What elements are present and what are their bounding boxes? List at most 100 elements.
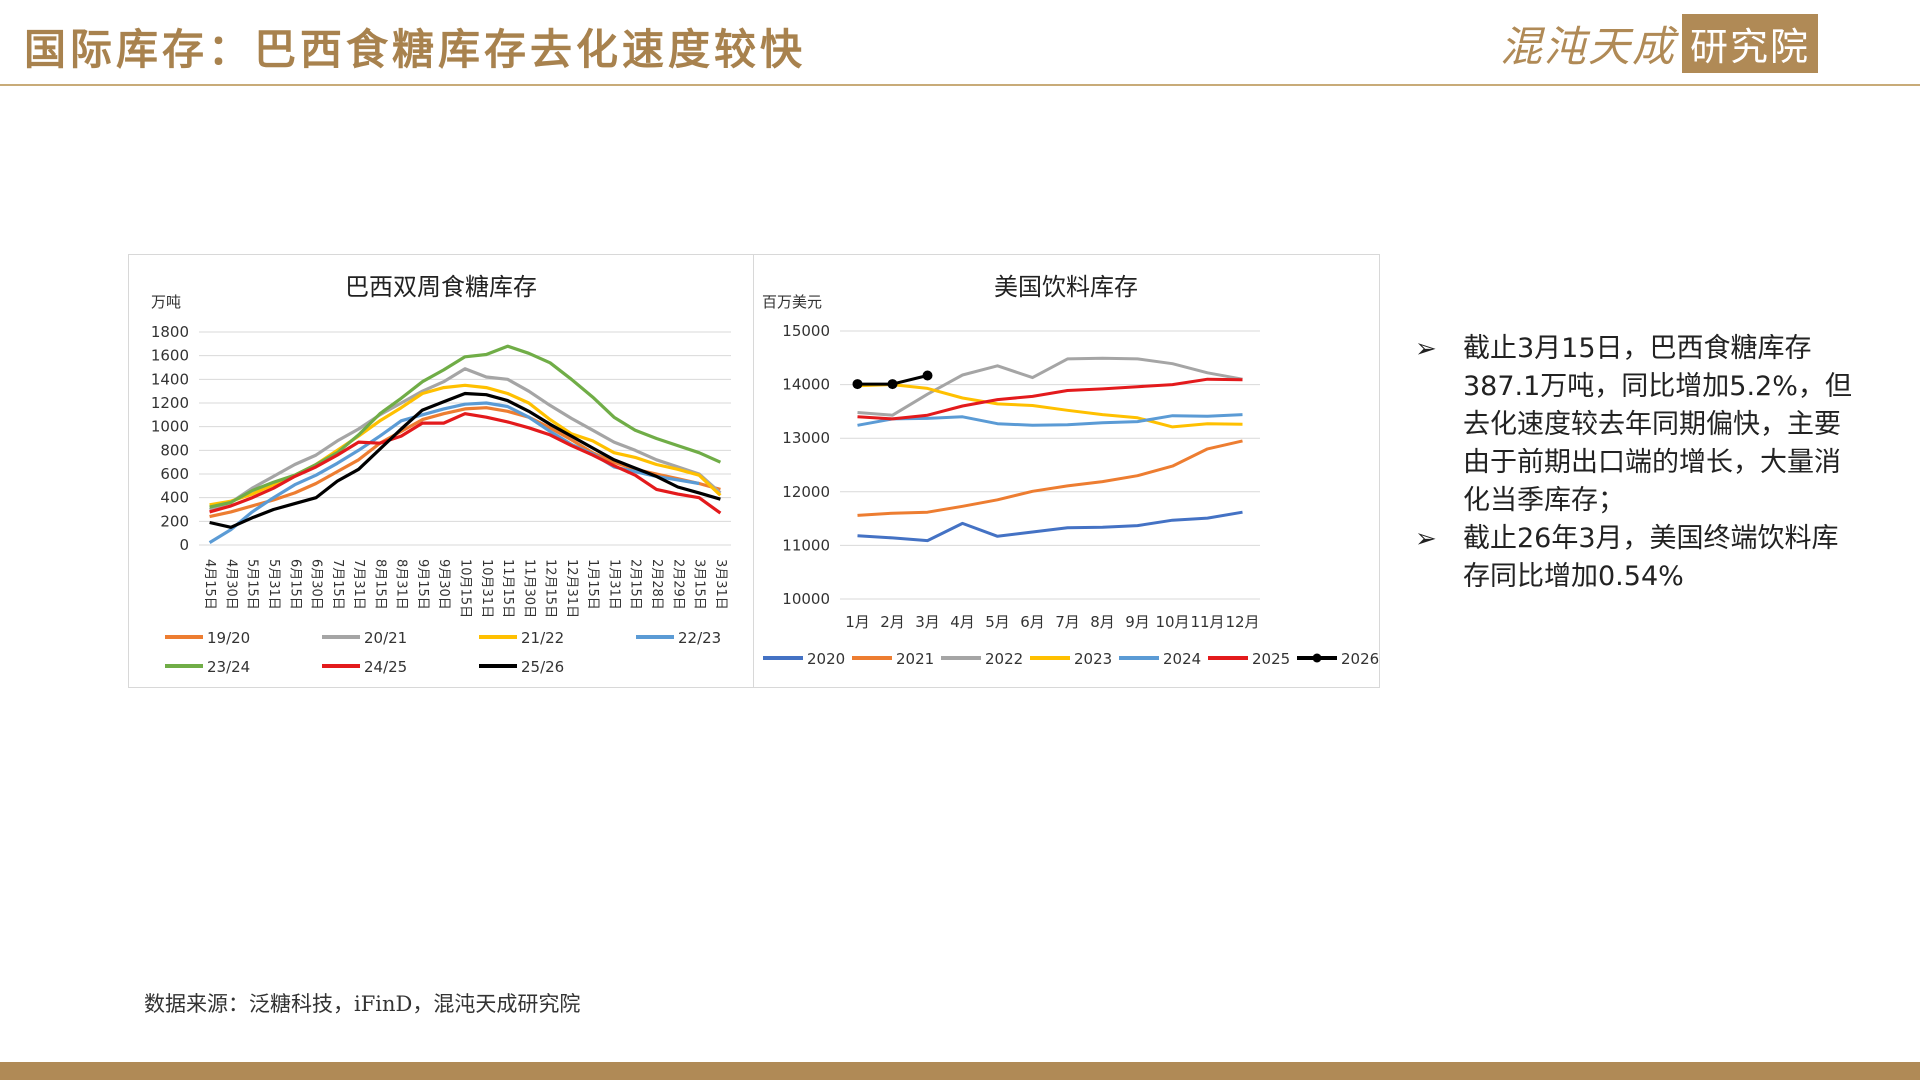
arrow-bullet-icon: ➢ <box>1415 334 1437 364</box>
y-tick-label: 1000 <box>151 418 189 436</box>
legend-label: 20/21 <box>364 629 407 647</box>
x-tick-label: 12月 <box>1225 613 1259 631</box>
legend-label: 2026 <box>1341 650 1379 668</box>
legend-label: 25/26 <box>521 658 564 676</box>
y-tick-label: 1200 <box>151 394 189 412</box>
page-title: 国际库存：巴西食糖库存去化速度较快 <box>24 25 807 74</box>
x-tick-label: 4月30日 <box>223 559 238 610</box>
series-line-2020 <box>857 510 1243 543</box>
legend-label: 21/22 <box>521 629 564 647</box>
x-tick-label: 7月31日 <box>351 559 366 610</box>
x-tick-label: 2月28日 <box>649 559 664 610</box>
y-axis-unit-label: 万吨 <box>151 293 181 311</box>
legend-label: 19/20 <box>207 629 250 647</box>
data-point-2026 <box>852 379 863 390</box>
y-tick-label: 1600 <box>151 347 189 365</box>
legend-label: 2020 <box>807 650 845 668</box>
arrow-bullet-icon: ➢ <box>1415 524 1437 554</box>
y-tick-label: 10000 <box>782 590 830 608</box>
x-tick-label: 10月31日 <box>479 559 494 618</box>
x-tick-label: 1月 <box>845 613 870 631</box>
y-tick-label: 13000 <box>782 429 830 447</box>
x-tick-label: 12月15日 <box>543 559 558 618</box>
series-line-2022 <box>857 356 1243 417</box>
x-tick-label: 5月15日 <box>245 559 260 610</box>
x-tick-label: 3月15日 <box>692 559 707 610</box>
x-tick-label: 2月29日 <box>670 559 685 610</box>
chart-frame: 巴西双周食糖库存 万吨 0 200 400 600 800 1000 1200 1400 1600 1… <box>128 254 1380 688</box>
x-tick-label: 6月 <box>1020 613 1045 631</box>
x-tick-label: 10月 <box>1155 613 1189 631</box>
series-line-25/26 <box>209 391 721 529</box>
x-tick-label: 8月31日 <box>394 559 409 610</box>
x-tick-label: 9月 <box>1125 613 1150 631</box>
bullet-text: 截止26年3月，美国终端饮料库存同比增加0.54% <box>1463 523 1839 592</box>
data-source: 数据来源：泛糖科技，iFinD，混沌天成研究院 <box>144 992 581 1016</box>
x-tick-label: 11月 <box>1190 613 1224 631</box>
series-line-2021 <box>857 439 1243 517</box>
footer-bar <box>0 1062 1920 1080</box>
header: 国际库存：巴西食糖库存去化速度较快 混沌天成 研究院 <box>0 0 1920 86</box>
x-tick-label: 8月15日 <box>372 559 387 610</box>
legend-label: 2021 <box>896 650 934 668</box>
data-point-2026 <box>922 370 933 381</box>
x-tick-label: 10月15日 <box>458 559 473 618</box>
legend-label: 23/24 <box>207 658 250 676</box>
y-tick-label: 11000 <box>782 536 830 554</box>
data-point-2026 <box>887 379 898 390</box>
y-tick-label: 600 <box>160 465 189 483</box>
x-tick-label: 7月 <box>1055 613 1080 631</box>
series-line-2023 <box>857 383 1243 429</box>
legend-label: 2022 <box>985 650 1023 668</box>
series-line-24/25 <box>209 412 722 515</box>
legend-marker-2026 <box>1312 653 1322 663</box>
x-tick-label: 2月 <box>880 613 905 631</box>
legend-label: 2024 <box>1163 650 1201 668</box>
y-tick-label: 800 <box>160 441 189 459</box>
x-tick-label: 1月31日 <box>606 559 621 610</box>
x-tick-label: 8月 <box>1090 613 1115 631</box>
x-tick-label: 6月30日 <box>309 559 324 610</box>
x-tick-label: 9月30日 <box>436 559 451 610</box>
y-tick-label: 1400 <box>151 370 189 388</box>
y-tick-label: 1800 <box>151 323 189 341</box>
y-tick-label: 14000 <box>782 376 830 394</box>
series-line-19/20 <box>209 406 721 519</box>
legend-label: 2023 <box>1074 650 1112 668</box>
y-axis-unit-label: 百万美元 <box>762 293 822 311</box>
bullet-item: ➢ 截止26年3月，美国终端饮料库存同比增加0.54% <box>1415 520 1855 596</box>
legend-label: 2025 <box>1252 650 1290 668</box>
chart-title: 美国饮料库存 <box>994 273 1138 301</box>
x-tick-label: 7月15日 <box>330 559 345 610</box>
company-logo: 混沌天成 研究院 <box>1500 13 1819 73</box>
x-tick-label: 3月 <box>915 613 940 631</box>
x-tick-label: 5月31日 <box>266 559 281 610</box>
x-tick-label: 2月15日 <box>628 559 643 610</box>
x-tick-label: 5月 <box>985 613 1010 631</box>
y-tick-label: 0 <box>179 536 189 554</box>
x-tick-label: 1月15日 <box>585 559 600 610</box>
x-tick-label: 12月31日 <box>564 559 579 618</box>
logo-box-text: 研究院 <box>1682 13 1819 73</box>
chart-divider <box>753 255 754 687</box>
x-tick-label: 9月15日 <box>415 559 430 610</box>
y-tick-label: 15000 <box>782 322 830 340</box>
x-tick-label: 4月15日 <box>202 559 217 610</box>
series-line-2025 <box>857 377 1243 421</box>
y-tick-label: 400 <box>160 489 189 507</box>
x-tick-label: 11月30日 <box>521 559 536 618</box>
bullet-item: ➢ 截止3月15日，巴西食糖库存387.1万吨，同比增加5.2%，但去化速度较去… <box>1415 330 1855 520</box>
bullet-list: ➢ 截止3月15日，巴西食糖库存387.1万吨，同比增加5.2%，但去化速度较去… <box>1415 330 1855 596</box>
y-tick-label: 12000 <box>782 483 830 501</box>
x-tick-label: 4月 <box>950 613 975 631</box>
series-line-20/21 <box>209 367 722 512</box>
legend-label: 24/25 <box>364 658 407 676</box>
series-line-2024 <box>857 413 1243 427</box>
logo-text: 混沌天成 <box>1500 21 1677 71</box>
x-tick-label: 11月15日 <box>500 559 515 618</box>
chart-title: 巴西双周食糖库存 <box>345 273 537 301</box>
x-tick-label: 3月31日 <box>713 559 728 610</box>
x-tick-label: 6月15日 <box>287 559 302 610</box>
